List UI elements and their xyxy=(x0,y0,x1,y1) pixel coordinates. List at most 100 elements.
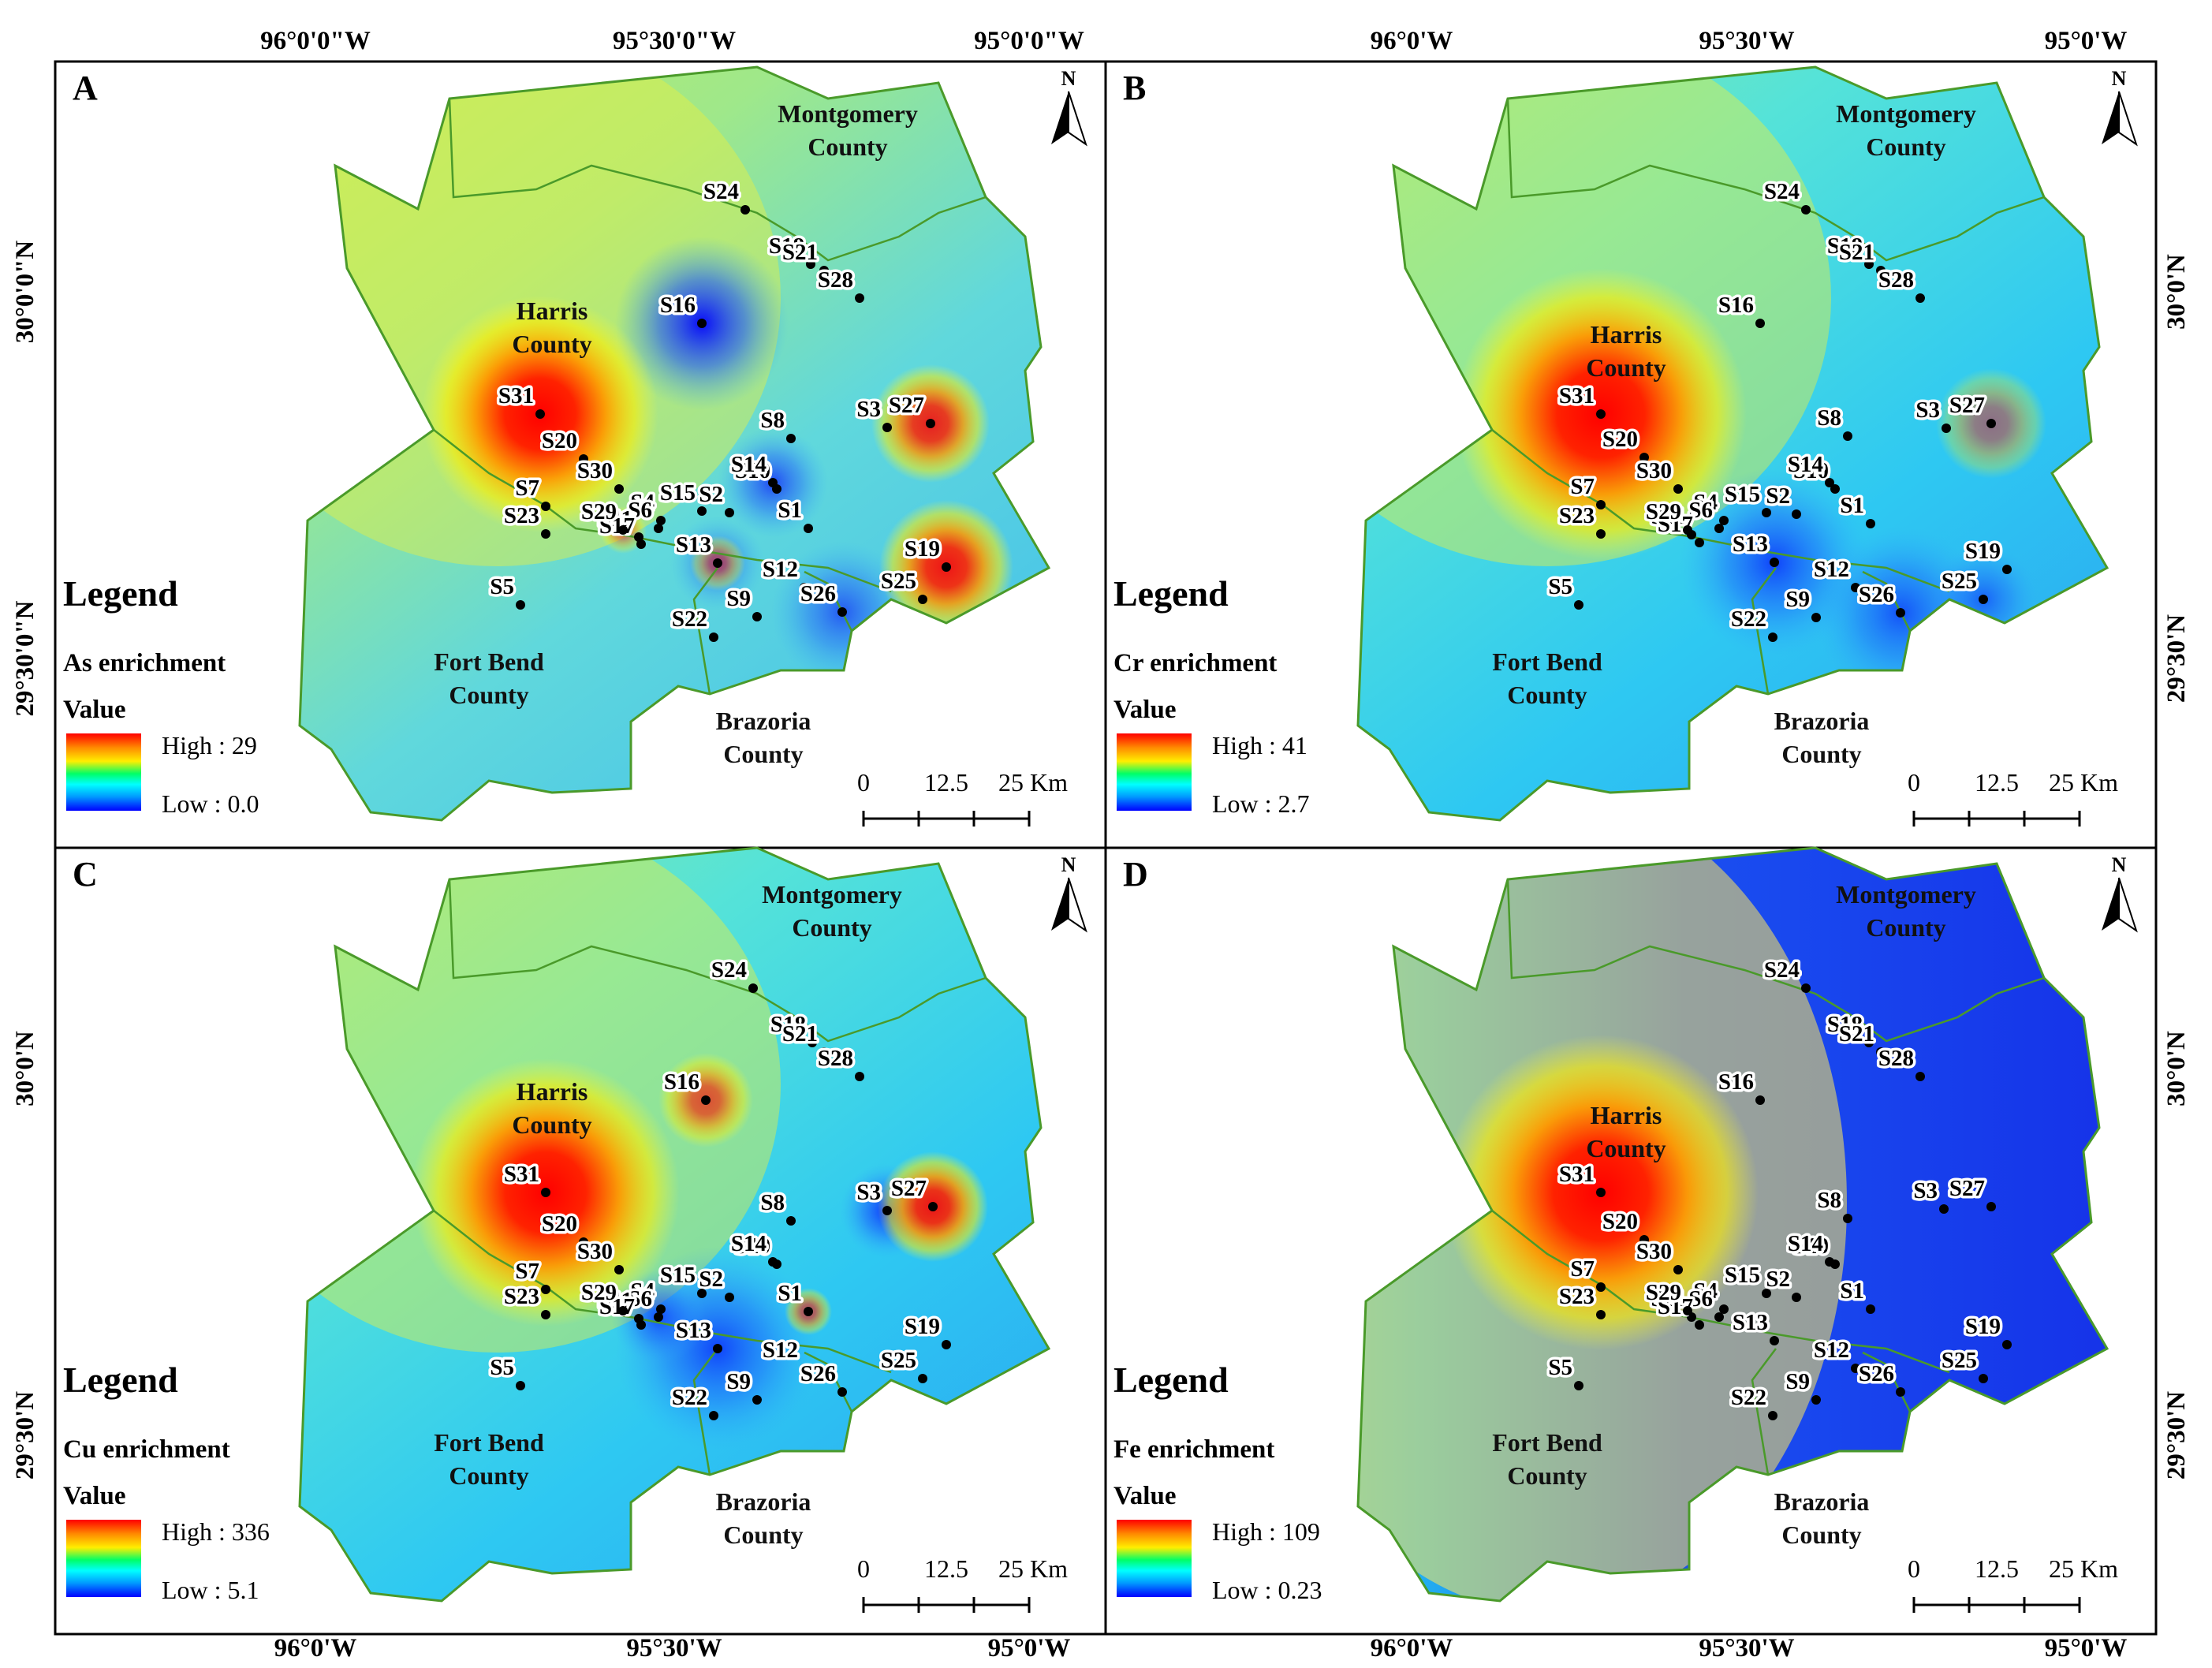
county-label-brazoria: Brazoria xyxy=(1774,707,1870,735)
sample-site-s15: S15 xyxy=(657,1260,707,1298)
site-label: S27 xyxy=(889,393,924,418)
site-label: S25 xyxy=(881,1348,916,1373)
site-label: S27 xyxy=(1949,1176,1985,1201)
site-label: S12 xyxy=(763,557,798,582)
sample-site-s1: S1 xyxy=(1837,1276,1875,1314)
left-latitude-label: 29°30'N xyxy=(11,1391,39,1480)
site-marker xyxy=(656,1304,666,1314)
site-marker xyxy=(1915,1072,1925,1081)
site-marker xyxy=(656,516,666,525)
north-label: N xyxy=(1061,67,1076,90)
sample-site-s4: S4 xyxy=(628,1276,666,1314)
left-latitude-label: 30°0'0"N xyxy=(11,241,39,344)
site-marker xyxy=(1770,558,1779,567)
site-marker xyxy=(709,632,718,642)
sample-site-s7: S7 xyxy=(1568,472,1606,509)
bottom-longitude-label: 96°0'W xyxy=(274,1634,357,1662)
sample-site-s13: S13 xyxy=(673,530,722,568)
site-label: S8 xyxy=(760,408,785,433)
site-marker xyxy=(541,502,550,511)
sample-site-s5: S5 xyxy=(487,572,525,610)
sample-site-s10: S10 xyxy=(732,1231,781,1269)
sample-site-s27: S27 xyxy=(886,390,935,428)
site-marker xyxy=(768,1257,778,1267)
site-label: S10 xyxy=(1793,1233,1829,1259)
site-label: S13 xyxy=(676,1318,711,1343)
site-marker xyxy=(1719,1304,1729,1314)
panel-label: A xyxy=(73,69,98,107)
sample-site-s13: S13 xyxy=(1729,1308,1779,1345)
sample-site-s3: S3 xyxy=(1911,1176,1949,1214)
north-arrow-icon xyxy=(2102,91,2119,144)
legend-low: Low : 5.1 xyxy=(162,1576,259,1604)
sample-site-s25: S25 xyxy=(1938,1345,1988,1383)
sample-site-s22: S22 xyxy=(1728,604,1777,642)
site-marker xyxy=(654,1312,663,1322)
site-marker xyxy=(786,434,796,443)
site-label: S3 xyxy=(1913,1178,1938,1203)
region-outline xyxy=(298,65,1051,822)
site-label: S2 xyxy=(699,1267,723,1292)
site-label: S17 xyxy=(599,513,635,539)
top-longitude-label: 96°0'0"W xyxy=(260,27,371,55)
site-marker xyxy=(541,1188,550,1197)
county-border xyxy=(433,429,892,593)
bottom-longitude-label: 96°0'W xyxy=(1371,1634,1453,1662)
sample-site-s18: S18 xyxy=(767,1009,817,1047)
sample-site-s21: S21 xyxy=(779,237,829,275)
site-marker xyxy=(882,1206,892,1215)
sample-site-s9: S9 xyxy=(1783,584,1821,622)
site-label: S19 xyxy=(905,536,940,562)
site-marker xyxy=(1792,509,1801,519)
site-marker xyxy=(1596,529,1606,539)
site-marker xyxy=(1986,1202,1996,1211)
site-marker xyxy=(1673,1265,1683,1274)
site-label: S1 xyxy=(1840,1278,1864,1304)
bottom-longitude-label: 95°30'W xyxy=(626,1634,722,1662)
sample-site-s6: S6 xyxy=(625,1284,663,1322)
site-label: S24 xyxy=(1764,957,1800,983)
county-label-montgomery: County xyxy=(808,132,887,161)
site-label: S20 xyxy=(542,428,577,453)
site-label: S15 xyxy=(1725,1263,1760,1288)
map-panel-b: B N Montgomery County Harris County Fort Bend C… xyxy=(1104,60,2158,849)
site-label: S29 xyxy=(581,499,617,524)
sample-site-s8: S8 xyxy=(1815,403,1852,441)
site-label: S30 xyxy=(1636,1239,1672,1264)
site-marker xyxy=(882,423,892,432)
left-latitude-label: 29°30'0"N xyxy=(11,600,39,716)
site-marker xyxy=(516,600,525,610)
site-marker xyxy=(1683,525,1692,535)
legend-title: Legend xyxy=(63,1360,178,1400)
site-marker xyxy=(1876,1047,1886,1057)
county-border xyxy=(433,1210,892,1374)
sample-site-s7: S7 xyxy=(1568,1254,1606,1292)
sample-site-s24: S24 xyxy=(708,955,758,993)
legend-color-ramp xyxy=(1117,733,1192,811)
site-marker xyxy=(579,454,588,464)
site-marker xyxy=(697,506,707,516)
site-label: S7 xyxy=(515,476,539,501)
site-marker xyxy=(579,1237,588,1247)
sample-site-s7: S7 xyxy=(513,1256,550,1294)
site-marker xyxy=(654,524,663,533)
site-label: S21 xyxy=(782,1021,818,1047)
site-marker xyxy=(1639,453,1649,462)
bottom-longitude-label: 95°0'W xyxy=(2045,1634,2128,1662)
sample-site-s8: S8 xyxy=(758,1188,796,1226)
region-outline xyxy=(298,846,1051,1603)
panel-label: B xyxy=(1123,69,1146,107)
sample-site-s9: S9 xyxy=(724,1367,762,1405)
site-marker xyxy=(1876,266,1886,275)
site-label: S3 xyxy=(1915,397,1940,423)
sample-site-s26: S26 xyxy=(797,1359,847,1397)
site-label: S10 xyxy=(735,458,770,483)
site-marker xyxy=(1768,1411,1777,1420)
site-label: S16 xyxy=(1718,1069,1754,1095)
map-panel-a: A N Montgomery County Harris County Fort Bend C… xyxy=(54,60,1107,849)
sample-site-s5: S5 xyxy=(1546,1353,1583,1390)
site-label: S25 xyxy=(1942,1348,1977,1373)
site-label: S17 xyxy=(599,1294,635,1319)
site-marker xyxy=(942,1340,951,1349)
sample-site-s2: S2 xyxy=(1763,481,1801,519)
